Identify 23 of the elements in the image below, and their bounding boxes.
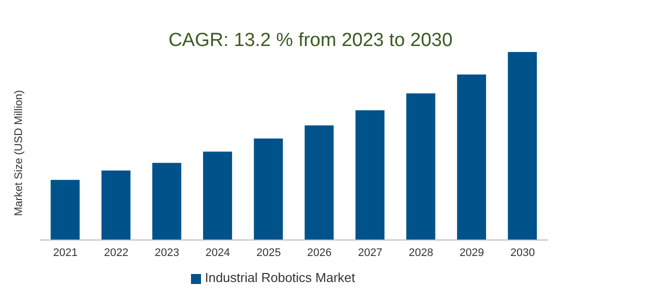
y-axis-title: Market Size (USD Million) — [12, 90, 25, 216]
x-tick-label: 2025 — [256, 246, 281, 259]
bar — [508, 52, 537, 240]
legend-label: Industrial Robotics Market — [204, 270, 356, 285]
x-tick-label: 2026 — [307, 246, 332, 259]
bar — [50, 180, 80, 240]
x-tick-label: 2027 — [358, 246, 382, 259]
bar — [355, 110, 384, 240]
chart-title: CAGR: 13.2 % from 2023 to 2030 — [167, 30, 454, 52]
x-tick-label: 2023 — [154, 246, 180, 259]
x-tick-label: 2030 — [510, 246, 535, 259]
bar — [457, 74, 486, 240]
bar — [152, 162, 182, 240]
x-tick-label: 2021 — [53, 246, 78, 259]
x-tick-label: 2024 — [206, 246, 230, 259]
bar — [101, 170, 130, 240]
x-tick-label: 2028 — [408, 246, 434, 259]
x-tick-label: 2029 — [460, 246, 484, 259]
bar — [254, 138, 283, 240]
bar — [203, 152, 232, 240]
x-tick-label: 2022 — [104, 246, 128, 259]
bar — [406, 93, 436, 240]
bar — [304, 125, 334, 240]
